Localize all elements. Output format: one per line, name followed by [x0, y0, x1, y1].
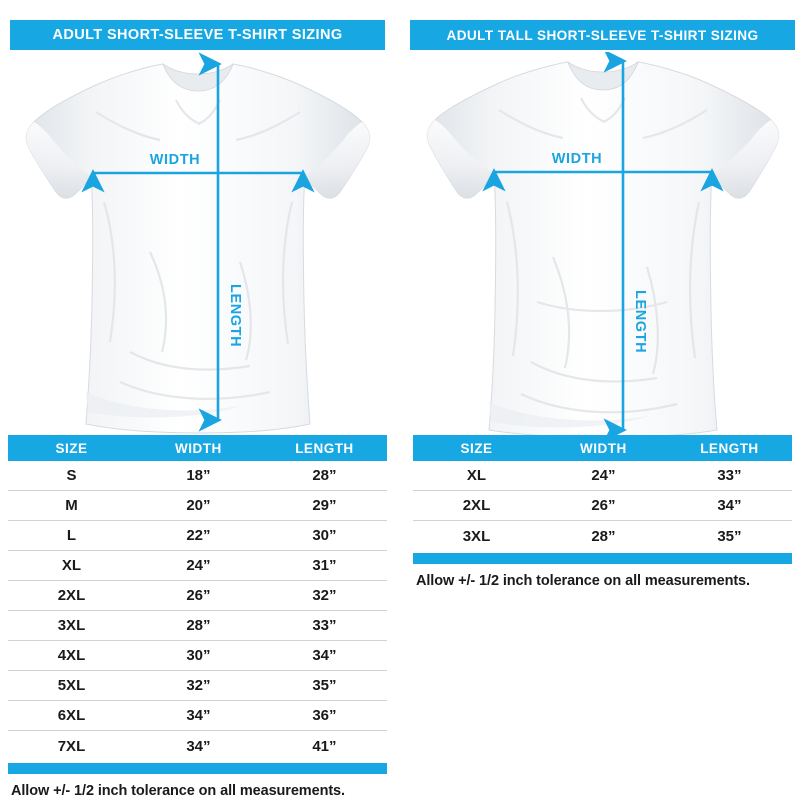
table-row: M 20” 29”: [8, 491, 387, 521]
cell-width: 22”: [186, 527, 211, 544]
cell-width: 24”: [186, 557, 211, 574]
cell-length: 32”: [312, 587, 337, 604]
cell-length: 41”: [312, 737, 337, 755]
shirt-illustration-adult-tall: WIDTH LENGTH: [405, 52, 800, 437]
cell-size: 2XL: [462, 497, 491, 514]
cell-length: 35”: [312, 677, 337, 694]
column-header-size: SIZE: [55, 440, 88, 456]
cell-size: 3XL: [462, 527, 491, 545]
cell-width: 20”: [186, 497, 211, 514]
panel-title-bar-adult-tall: ADULT TALL SHORT-SLEEVE T-SHIRT SIZING: [410, 20, 795, 50]
cell-length: 31”: [312, 557, 337, 574]
size-table-adult-standard: SIZE WIDTH LENGTH S 18” 28” M 20” 29” L …: [8, 435, 387, 799]
table-footer-bar: [413, 553, 792, 564]
shirt-illustration-adult-standard: WIDTH LENGTH: [0, 52, 395, 437]
cell-length: 34”: [717, 497, 742, 514]
panel-title-adult-standard: ADULT SHORT-SLEEVE T-SHIRT SIZING: [52, 27, 343, 43]
table-row: 6XL 34” 36”: [8, 701, 387, 731]
cell-width: 32”: [186, 677, 211, 694]
size-table-adult-tall: SIZE WIDTH LENGTH XL 24” 33” 2XL 26” 34”…: [413, 435, 792, 589]
cell-size: S: [66, 467, 77, 484]
cell-size: 6XL: [57, 707, 86, 724]
table-row: 4XL 30” 34”: [8, 641, 387, 671]
column-header-size: SIZE: [460, 440, 493, 456]
cell-length: 35”: [717, 527, 742, 545]
cell-width: 24”: [591, 467, 616, 484]
cell-width: 34”: [186, 737, 211, 755]
tolerance-note-adult-tall: Allow +/- 1/2 inch tolerance on all meas…: [416, 573, 750, 589]
cell-size: XL: [466, 467, 487, 484]
column-header-length: LENGTH: [295, 440, 354, 456]
cell-size: 3XL: [57, 617, 86, 634]
cell-length: 28”: [312, 467, 337, 484]
cell-length: 29”: [312, 497, 337, 514]
cell-width: 26”: [591, 497, 616, 514]
cell-length: 36”: [312, 707, 337, 724]
table-row: 2XL 26” 34”: [413, 491, 792, 521]
column-header-width: WIDTH: [175, 440, 222, 456]
cell-width: 30”: [186, 647, 211, 664]
cell-size: L: [66, 527, 77, 544]
column-header-width: WIDTH: [580, 440, 627, 456]
table-footer-bar: [8, 763, 387, 774]
cell-length: 30”: [312, 527, 337, 544]
cell-width: 18”: [186, 467, 211, 484]
cell-width: 34”: [186, 707, 211, 724]
tshirt-shape: [25, 62, 371, 434]
width-label-adult-tall: WIDTH: [552, 151, 603, 167]
panel-adult-standard: ADULT SHORT-SLEEVE T-SHIRT SIZING: [0, 0, 395, 800]
tolerance-note-adult-standard: Allow +/- 1/2 inch tolerance on all meas…: [11, 783, 345, 799]
cell-size: 2XL: [57, 587, 86, 604]
column-header-length: LENGTH: [700, 440, 759, 456]
table-header-row: SIZE WIDTH LENGTH: [413, 435, 792, 461]
table-row: XL 24” 31”: [8, 551, 387, 581]
panel-title-adult-tall: ADULT TALL SHORT-SLEEVE T-SHIRT SIZING: [446, 27, 759, 43]
panel-title-bar-adult-standard: ADULT SHORT-SLEEVE T-SHIRT SIZING: [10, 20, 385, 50]
table-row: 2XL 26” 32”: [8, 581, 387, 611]
cell-size: 5XL: [57, 677, 86, 694]
panel-adult-tall: ADULT TALL SHORT-SLEEVE T-SHIRT SIZING: [405, 0, 800, 800]
table-row: L 22” 30”: [8, 521, 387, 551]
length-label-adult-standard: LENGTH: [227, 284, 243, 347]
cell-length: 34”: [312, 647, 337, 664]
table-row: 3XL 28” 33”: [8, 611, 387, 641]
cell-size: XL: [61, 557, 82, 574]
cell-width: 28”: [591, 527, 616, 545]
cell-size: 4XL: [57, 647, 86, 664]
table-row: 7XL 34” 41”: [8, 731, 387, 761]
table-row: 3XL 28” 35”: [413, 521, 792, 551]
table-row: S 18” 28”: [8, 461, 387, 491]
tshirt-shape: [426, 60, 780, 437]
cell-length: 33”: [312, 617, 337, 634]
cell-size: M: [65, 497, 78, 514]
cell-length: 33”: [717, 467, 742, 484]
table-row: 5XL 32” 35”: [8, 671, 387, 701]
table-row: XL 24” 33”: [413, 461, 792, 491]
width-label-adult-standard: WIDTH: [150, 152, 201, 168]
table-header-row: SIZE WIDTH LENGTH: [8, 435, 387, 461]
cell-width: 28”: [186, 617, 211, 634]
cell-size: 7XL: [57, 737, 86, 755]
length-label-adult-tall: LENGTH: [632, 290, 648, 353]
cell-width: 26”: [186, 587, 211, 604]
